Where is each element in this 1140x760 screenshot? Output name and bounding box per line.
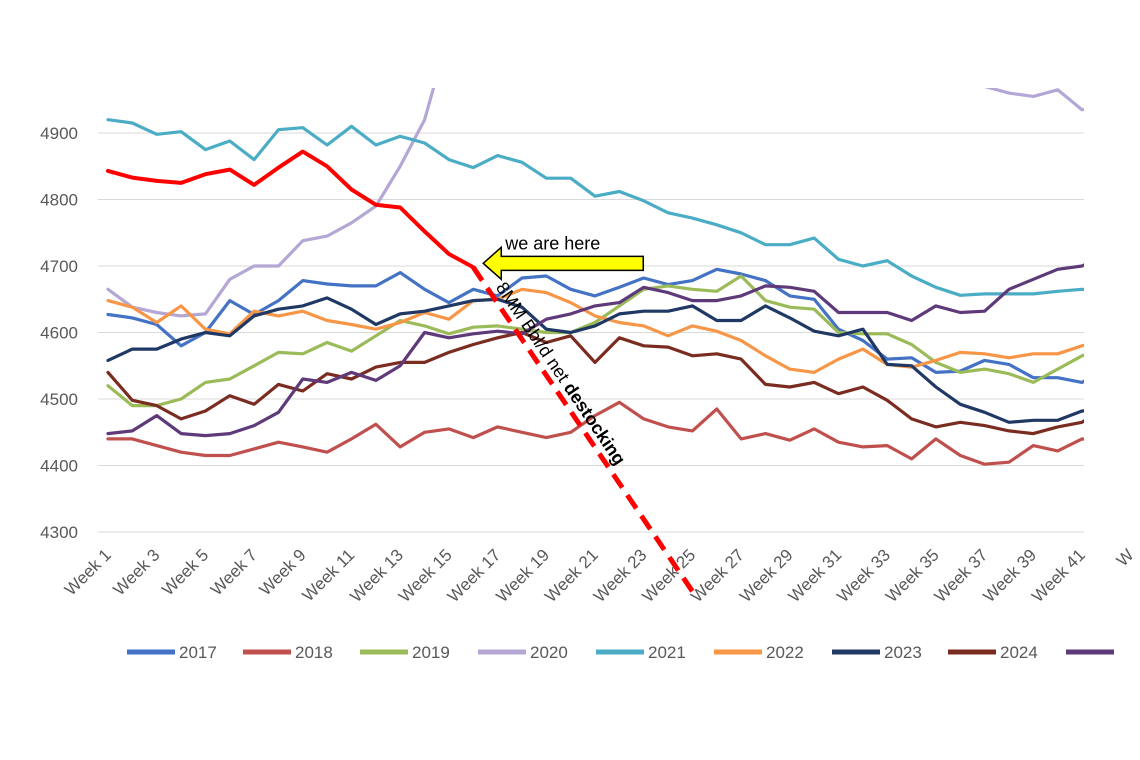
series-line-current [106,149,476,270]
x-tick-label: Week 1 [61,545,115,599]
y-tick-label: 4700 [40,257,78,276]
series-line-2017 [106,267,1084,384]
x-tick-label: Week 13 [346,545,407,606]
x-tick-label: Week 39 [979,545,1040,606]
y-tick-label: 4400 [40,457,78,476]
x-tick-label: Week 41 [1028,545,1089,606]
series-line-2023 [106,296,1084,424]
y-tick-label: 4800 [40,191,78,210]
x-tick-label: Week 35 [882,545,943,606]
trend-label-regular: 8MM Bbl/d net [492,278,576,389]
series-line-2024 [106,330,1084,436]
legend-label: 2017 [179,643,217,662]
x-tick-label: Week 15 [395,545,456,606]
x-tick-label: Week 21 [541,545,602,606]
legend: 2017 2018 2019 2020 2021 2022 2023 2024 [127,643,1114,662]
x-tick-label: Week 31 [785,545,846,606]
we-are-here-arrow: we are here [482,233,644,282]
series-lines [106,88,1084,466]
legend-label: 2024 [1000,643,1038,662]
x-tick-label: Week 23 [590,545,651,606]
x-tick-label: Week 19 [492,545,553,606]
series-line-2021 [106,118,1084,297]
y-tick-label: 4300 [40,523,78,542]
x-tick-label: Week 27 [687,545,748,606]
trend-line [471,265,700,600]
legend-label: 2023 [884,643,922,662]
y-tick-label: 4500 [40,390,78,409]
legend-label: 2019 [412,643,450,662]
x-tick-label: Week 7 [207,545,261,599]
series-line-2022 [106,287,1084,374]
series-line-2019 [106,274,1084,408]
legend-label: 2020 [530,643,568,662]
legend-label: 2021 [648,643,686,662]
x-tick-label: Week 17 [444,545,505,606]
legend-label: 2018 [295,643,333,662]
highlight-series [106,149,476,270]
y-axis-ticks: 4300 4400 4500 4600 4700 4800 4900 [40,124,78,542]
x-tick-label: Week 29 [736,545,797,606]
x-tick-label: W [1113,545,1138,570]
y-tick-label: 4600 [40,324,78,343]
x-tick-label: Week 3 [110,545,164,599]
series-line-2025 [106,263,1084,438]
x-tick-label: Week 37 [931,545,992,606]
y-tick-label: 4900 [40,124,78,143]
arrow-left-icon [482,245,644,282]
trend-label-bold: destocking [560,379,630,469]
x-tick-label: Week 33 [833,545,894,606]
trend-label: 8MM Bbl/d net destocking [492,278,630,468]
x-tick-label: Week 25 [639,545,700,606]
arrow-label: we are here [504,233,600,253]
legend-label: 2022 [766,643,804,662]
series-line-2018 [106,400,1084,466]
series-line-2020 [106,88,1084,318]
x-tick-label: Week 5 [158,545,212,599]
